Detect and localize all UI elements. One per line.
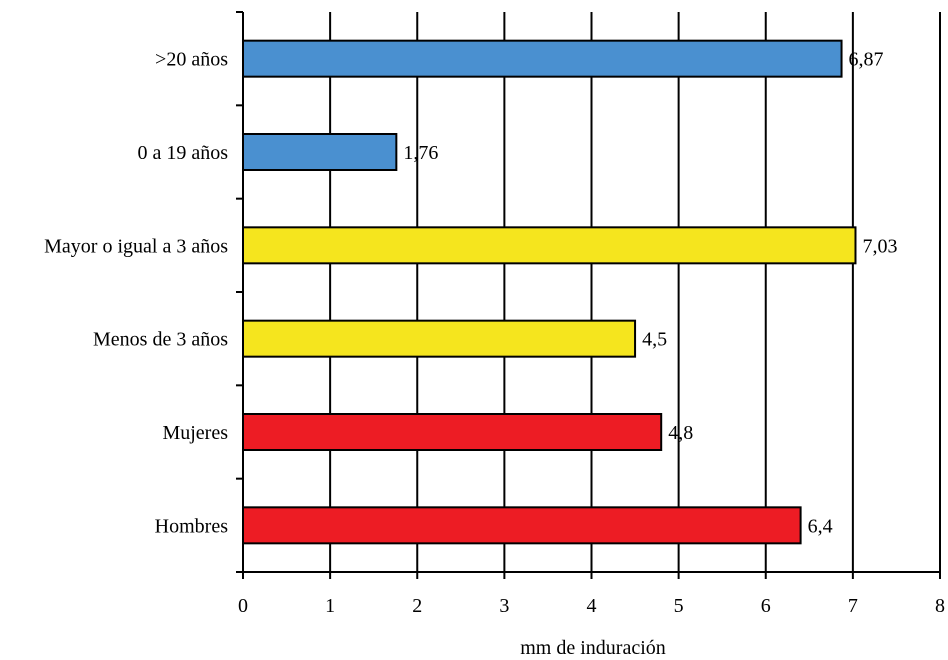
category-label-4: Mujeres <box>162 422 228 444</box>
x-tick-label-2: 2 <box>412 595 422 617</box>
bars <box>242 39 857 545</box>
data-label-5: 6,4 <box>808 515 833 537</box>
axes <box>236 11 941 579</box>
labels: 0 1 2 3 4 5 6 7 8 >20 años 6,87 0 a 19 años 1,76 Mayo… <box>44 49 945 617</box>
x-tick-label-6: 6 <box>761 595 771 617</box>
data-label-1: 1,76 <box>403 142 438 164</box>
gridlines <box>329 12 941 572</box>
x-axis-title: mm de induración <box>520 637 666 659</box>
category-label-5: Hombres <box>155 515 229 537</box>
x-tick-label-0: 0 <box>238 595 248 617</box>
data-label-3: 4,5 <box>642 329 667 351</box>
category-label-0: >20 años <box>155 49 228 71</box>
category-label-3: Menos de 3 años <box>93 329 228 351</box>
bar-0 <box>242 39 843 78</box>
data-label-2: 7,03 <box>862 235 897 257</box>
category-label-2: Mayor o igual a 3 años <box>44 235 228 257</box>
bar-2 <box>242 226 857 265</box>
bar-5 <box>242 506 802 545</box>
x-tick-label-5: 5 <box>674 595 684 617</box>
x-tick-label-8: 8 <box>935 595 945 617</box>
bar-4 <box>242 413 663 451</box>
x-tick-label-7: 7 <box>848 595 858 617</box>
category-label-1: 0 a 19 años <box>137 142 228 164</box>
x-tick-label-3: 3 <box>499 595 509 617</box>
bar-3 <box>242 319 637 358</box>
x-tick-label-4: 4 <box>587 595 597 617</box>
data-label-4: 4,8 <box>668 422 693 444</box>
data-label-0: 6,87 <box>849 49 884 71</box>
x-tick-label-1: 1 <box>325 595 335 617</box>
bar-1 <box>242 133 398 171</box>
